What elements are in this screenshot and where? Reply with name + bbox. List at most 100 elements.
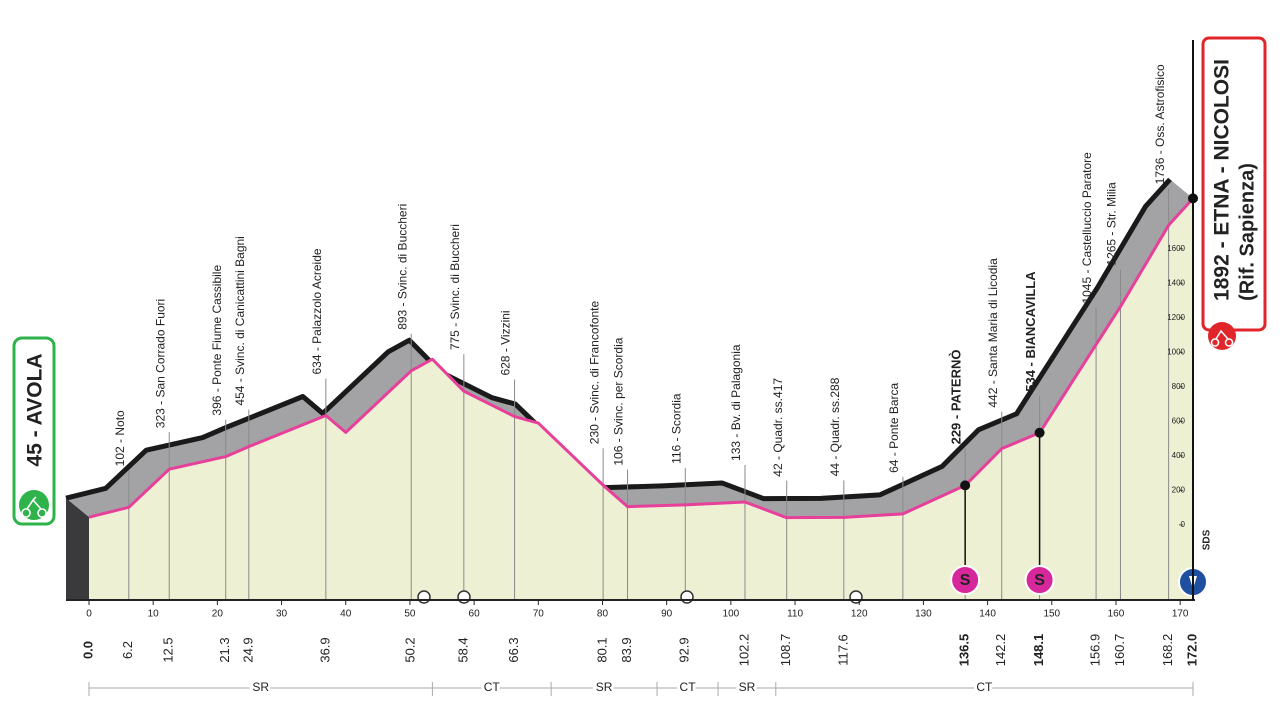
- x-tick-label: 170: [1172, 609, 1189, 620]
- km-label: 160.7: [1112, 634, 1127, 667]
- region-label: CT: [680, 680, 697, 694]
- x-tick-label: 160: [1108, 609, 1125, 620]
- sprint-badge: [1024, 565, 1055, 595]
- waypoint-label: 102 - Noto: [113, 410, 127, 466]
- waypoint-label: 893 - Svinc. di Buccheri: [395, 204, 409, 330]
- km-label: 168.2: [1160, 634, 1175, 667]
- waypoint-label: 634 - Palazzolo Acreide: [310, 248, 324, 374]
- profile-side: [66, 498, 89, 600]
- waypoint-label: 230 - Svinc. di Francofonte: [587, 300, 601, 444]
- waypoint-label: 1045 - Castelluccio Paratore: [1080, 152, 1094, 304]
- y-tick-label: 0: [1181, 520, 1186, 529]
- x-tick-label: 70: [533, 609, 545, 620]
- region-label: SR: [739, 680, 756, 694]
- km-label: 21.3: [217, 637, 232, 662]
- x-tick-label: 60: [469, 609, 481, 620]
- x-tick-label: 100: [723, 609, 740, 620]
- bike-glyph: [21, 496, 47, 518]
- x-tick-label: 150: [1043, 609, 1060, 620]
- bike-glyph: [1210, 329, 1234, 347]
- km-label: 102.2: [736, 634, 751, 667]
- km-label: 108.7: [778, 634, 793, 667]
- region-label: SR: [596, 680, 613, 694]
- waypoint-label: 396 - Ponte Fiume Cassibile: [210, 265, 224, 416]
- tunnel-icon: [417, 590, 431, 604]
- km-label: 12.5: [161, 637, 176, 662]
- y-tick-label: 400: [1172, 451, 1186, 460]
- x-tick-label: 90: [661, 609, 673, 620]
- x-tick-label: 140: [979, 609, 996, 620]
- x-tick-label: 80: [597, 609, 609, 620]
- finish-label: 1892 - ETNA - NICOLOSI: [1211, 59, 1234, 301]
- y-tick-label: 200: [1172, 486, 1186, 495]
- x-tick-label: 20: [212, 609, 224, 620]
- x-tick-label: 10: [148, 609, 160, 620]
- waypoint-label: 1736 - Oss. Astrofisico: [1153, 64, 1167, 184]
- sprint-letter: S: [960, 572, 971, 589]
- profile-line: [88, 197, 1195, 520]
- sprint-letter: S: [1034, 572, 1045, 589]
- km-label: 24.9: [240, 637, 255, 662]
- waypoint-label: 42 - Quadr. ss.417: [771, 378, 785, 477]
- start-icon: [19, 490, 49, 520]
- profile-area: [89, 198, 1193, 600]
- start-box: [12, 336, 56, 526]
- waypoint-label: 775 - Svinc. di Buccheri: [448, 224, 462, 350]
- start-label: 45 - AVOLA: [24, 353, 47, 466]
- km-label: 156.9: [1088, 634, 1103, 667]
- x-tick-label: 40: [340, 609, 352, 620]
- y-tick-label: 1400: [1167, 278, 1185, 287]
- sprint-badge: [950, 565, 981, 595]
- waypoint-label: 106 - Svinc. per Scordia: [612, 337, 626, 465]
- waypoint-label: 1265 - Str. Milia: [1105, 182, 1119, 266]
- y-tick-label: 1600: [1167, 244, 1185, 253]
- sds-label: SDS: [1202, 529, 1213, 550]
- finish-point: [1188, 193, 1198, 204]
- km-label: 148.1: [1031, 634, 1046, 667]
- km-label: 0.0: [80, 641, 95, 659]
- region-label: CT: [976, 680, 993, 694]
- km-label: 36.9: [317, 637, 332, 662]
- finish-sublabel: (Rif. Sapienza): [1236, 163, 1258, 301]
- waypoint-label: 442 - Santa Maria di Licodia: [986, 258, 1000, 408]
- region-label: SR: [252, 680, 269, 694]
- km-label: 117.6: [835, 634, 850, 666]
- waypoint-label: 133 - Bv. di Palagonia: [729, 344, 743, 461]
- waypoint-label: 116 - Scordia: [669, 393, 683, 464]
- sprint-point: [1034, 427, 1045, 438]
- x-tick-label: 0: [86, 609, 92, 620]
- finish-icon: [1208, 322, 1236, 350]
- km-label: 172.0: [1184, 634, 1199, 667]
- km-label: 50.2: [403, 637, 418, 662]
- waypoint-label: 64 - Ponte Barca: [887, 382, 901, 472]
- sprint-point: [960, 480, 971, 491]
- waypoint-label: 323 - San Corrado Fuori: [153, 299, 167, 428]
- km-label: 66.3: [506, 637, 521, 662]
- crossing-icon: [680, 590, 694, 604]
- region-label: CT: [484, 680, 501, 694]
- x-tick-label: 130: [915, 609, 932, 620]
- km-label: 83.9: [619, 637, 634, 662]
- km-label: 142.2: [993, 634, 1008, 667]
- waypoint-label: 44 - Quadr. ss.288: [828, 377, 842, 476]
- x-tick-label: 110: [787, 609, 803, 620]
- tunnel-icon: [457, 590, 471, 604]
- crossing-icon: [849, 590, 863, 604]
- y-tick-label: 600: [1172, 416, 1186, 425]
- km-label: 6.2: [120, 641, 135, 659]
- x-tick-label: 120: [851, 609, 868, 620]
- km-label: 58.4: [455, 637, 470, 662]
- waypoint-label: 229 - PATERNÒ: [949, 350, 964, 445]
- y-tick-label: 1000: [1167, 347, 1185, 356]
- km-label: 136.5: [957, 634, 972, 667]
- y-tick-label: 800: [1172, 382, 1186, 391]
- waypoint-label: 628 - Vizzini: [499, 310, 513, 375]
- waypoint-label: 534 - BIANCAVILLA: [1023, 271, 1038, 392]
- km-label: 92.9: [677, 637, 692, 662]
- km-label: 80.1: [595, 637, 610, 662]
- y-tick-label: 1200: [1167, 313, 1185, 322]
- x-tick-label: 30: [276, 609, 288, 620]
- waypoint-label: 454 - Svinc. di Canicattini Bagni: [233, 236, 247, 405]
- x-tick-label: 50: [404, 609, 416, 620]
